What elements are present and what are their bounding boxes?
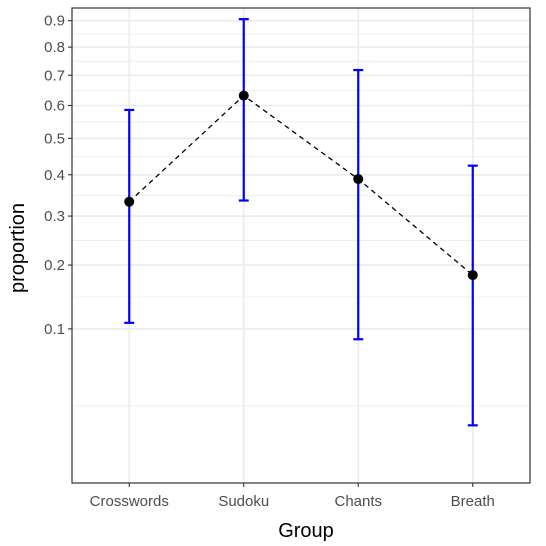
x-tick-labels: Crosswords Sudoku Chants Breath [90,493,495,510]
y-tick-label: 0.2 [44,257,65,274]
y-tick-label: 0.6 [44,98,65,115]
y-tick-label: 0.8 [44,39,65,56]
plot-panel [71,7,531,484]
x-axis-title: Group [278,520,334,542]
error-bar [238,18,249,202]
error-bar [467,164,478,427]
data-point [353,174,364,185]
x-tick-label: Breath [451,493,495,510]
error-bar [353,68,364,341]
data-points [124,90,478,281]
y-tick-label: 0.4 [44,167,65,184]
axis-ticks [68,20,474,487]
x-tick-label: Chants [334,493,382,510]
major-gridlines [72,8,530,483]
data-point [124,196,135,207]
series-connector-line [128,94,474,276]
y-tick-labels: 0.1 0.2 0.3 0.4 0.5 0.6 0.7 0.8 0.9 [44,13,65,338]
data-point [467,270,478,281]
data-point [238,90,249,101]
y-axis-title: proportion [7,203,29,293]
y-tick-label: 0.1 [44,321,65,338]
y-tick-label: 0.7 [44,67,65,84]
x-tick-label: Sudoku [218,493,269,510]
x-tick-label: Crosswords [90,493,169,510]
error-bar [124,108,135,324]
minor-gridlines [72,33,530,407]
error-bars [124,18,478,427]
y-tick-label: 0.3 [44,208,65,225]
y-tick-label: 0.5 [44,130,65,147]
y-tick-label: 0.9 [44,13,65,30]
